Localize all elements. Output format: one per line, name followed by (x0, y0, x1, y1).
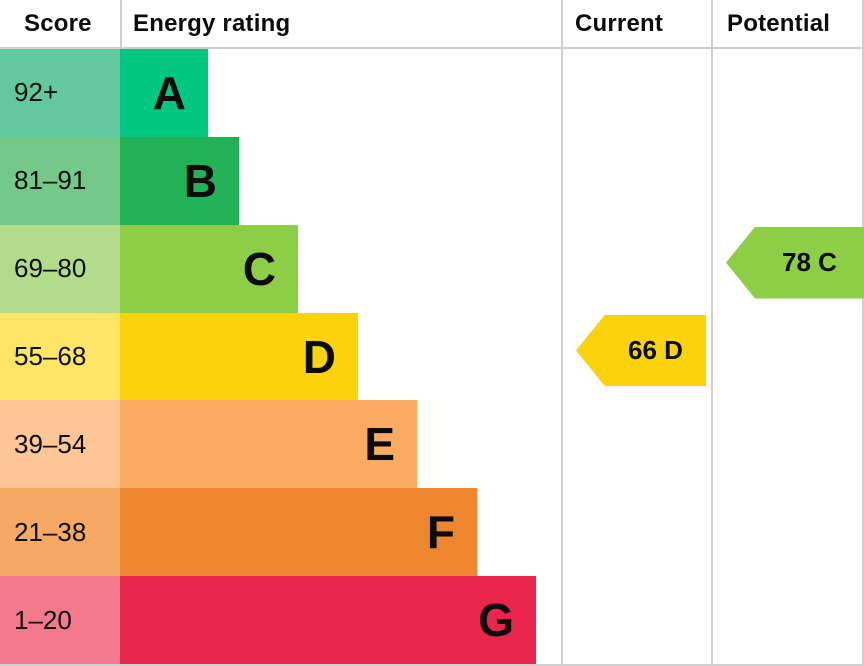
score-range-label: 81–91 (14, 165, 87, 196)
header-energy-rating: Energy rating (133, 9, 291, 37)
divider-score-rating (120, 0, 122, 47)
score-cell: 1–20 (0, 576, 120, 665)
header-row: Score Energy rating Current Potential (0, 0, 864, 47)
score-cell: 69–80 (0, 224, 120, 313)
score-range-label: 69–80 (14, 253, 87, 284)
score-range-label: 55–68 (14, 341, 87, 371)
border-bottom (0, 664, 864, 666)
score-range-label: 92+ (14, 77, 59, 108)
band-letter: A (152, 66, 186, 119)
band-row: 1–20 G (0, 576, 561, 665)
score-range-label: 21–38 (14, 516, 87, 547)
potential-rating-arrow: 78 C (726, 226, 864, 299)
score-cell: 55–68 (0, 312, 120, 401)
band-bar: D (120, 312, 358, 401)
header-current: Current (575, 9, 664, 37)
band-bar: C (120, 224, 298, 313)
band-letter: F (426, 506, 455, 559)
header-score: Score (24, 9, 92, 37)
score-cell: 92+ (0, 49, 120, 137)
band-rows: 92+ A 81–91 B 69–80 C 55–68 (0, 49, 561, 665)
band-bar: G (120, 576, 536, 665)
band-bar: A (120, 49, 208, 137)
band-row: 92+ A (0, 49, 561, 137)
band-bar: F (120, 488, 477, 577)
band-row: 21–38 F (0, 488, 561, 577)
divider-current-potential (711, 0, 713, 666)
band-letter: C (242, 242, 276, 295)
header-potential: Potential (727, 9, 831, 37)
score-range-label: 1–20 (14, 604, 72, 635)
band-row: 39–54 E (0, 400, 561, 489)
band-row: 81–91 B (0, 136, 561, 225)
score-cell: 81–91 (0, 136, 120, 225)
band-bar: B (120, 136, 239, 225)
band-letter: G (478, 594, 514, 647)
band-bar: E (120, 400, 417, 489)
score-cell: 39–54 (0, 400, 120, 489)
divider-rating-current (561, 0, 563, 666)
border-right (862, 0, 864, 666)
potential-rating-label: 78 C (782, 247, 837, 278)
band-letter: B (183, 154, 217, 207)
score-cell: 21–38 (0, 488, 120, 577)
band-row: 69–80 C (0, 224, 561, 313)
current-rating-arrow: 66 D (576, 314, 706, 387)
band-letter: D (302, 330, 336, 383)
current-rating-label: 66 D (628, 334, 683, 365)
band-letter: E (364, 418, 395, 471)
header-underline (0, 47, 864, 49)
score-range-label: 39–54 (14, 428, 87, 459)
band-row: 55–68 D (0, 312, 561, 401)
